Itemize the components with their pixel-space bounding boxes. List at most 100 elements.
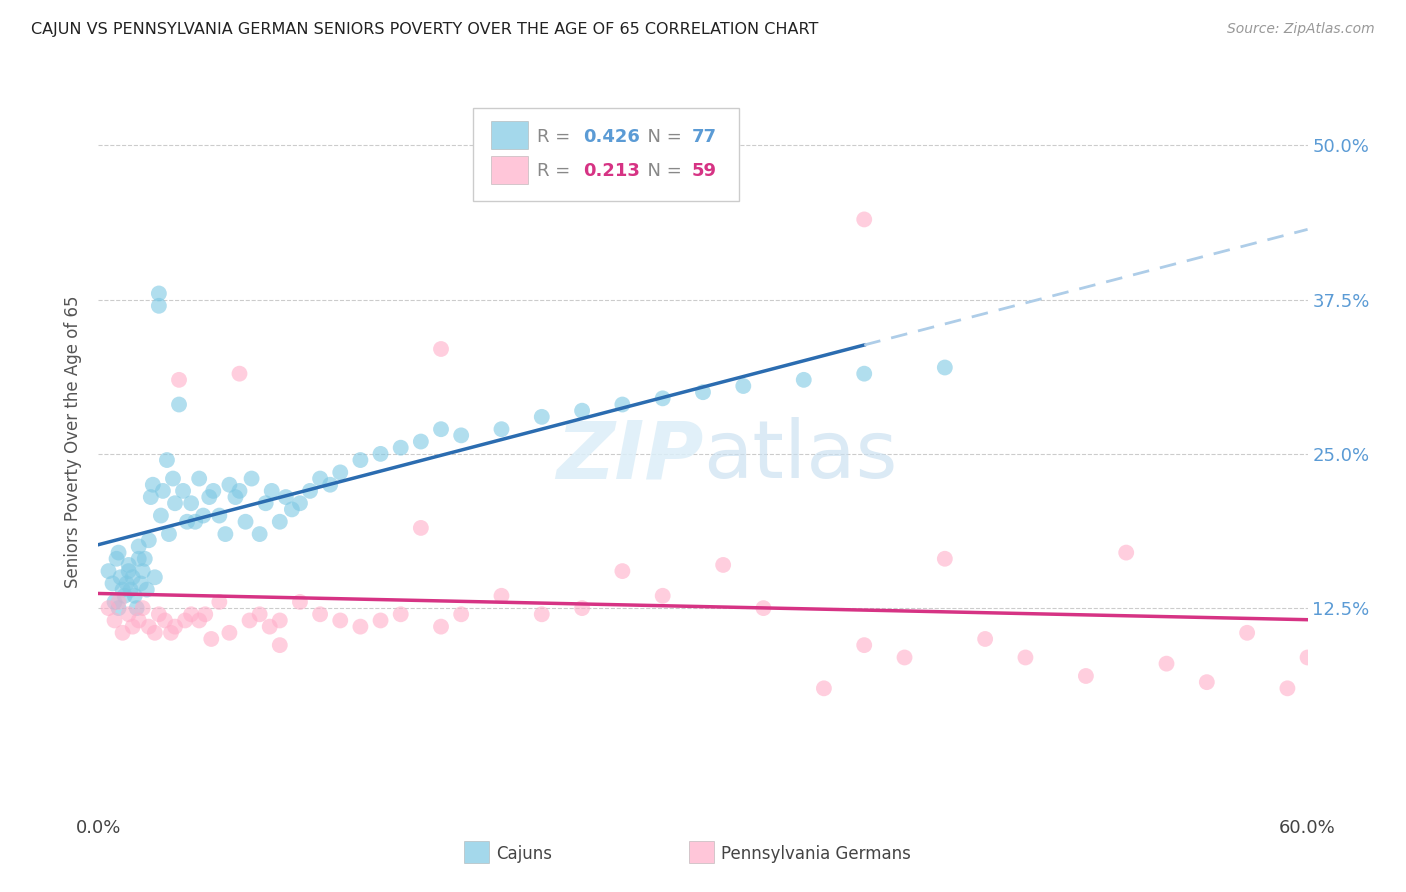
Point [711,558,734,572]
Point [409,434,432,449]
Point [167,373,190,387]
FancyBboxPatch shape [492,156,527,184]
Point [149,508,172,523]
Point [128,614,150,628]
Point [132,564,155,578]
Point [156,453,179,467]
Point [118,607,141,622]
Point [208,508,231,523]
Point [370,614,392,628]
Point [491,422,513,436]
Point [651,589,673,603]
Point [142,477,165,491]
Point [389,607,412,622]
Point [853,212,876,227]
Point [103,614,125,628]
Point [124,589,146,603]
Point [430,619,453,633]
Point [530,409,553,424]
Point [974,632,997,646]
Point [153,614,176,628]
Point [198,490,221,504]
Point [132,601,155,615]
Point [249,527,271,541]
Point [218,477,240,491]
Point [128,540,150,554]
Point [152,483,174,498]
Text: 77: 77 [692,128,717,145]
Point [118,558,141,572]
FancyBboxPatch shape [492,121,527,149]
Text: Cajuns: Cajuns [496,845,553,863]
Point [148,286,170,301]
Text: 0.213: 0.213 [583,162,640,180]
Point [163,496,186,510]
Point [612,564,634,578]
Point [228,483,250,498]
Point [180,496,202,510]
Point [1296,650,1319,665]
Text: CAJUN VS PENNSYLVANIA GERMAN SENIORS POVERTY OVER THE AGE OF 65 CORRELATION CHAR: CAJUN VS PENNSYLVANIA GERMAN SENIORS POV… [31,22,818,37]
Point [349,453,371,467]
Text: Pennsylvania Germans: Pennsylvania Germans [721,845,911,863]
Text: N =: N = [637,162,688,180]
Point [269,638,291,652]
Point [103,595,125,609]
Point [733,379,755,393]
Point [370,447,392,461]
Point [114,589,136,603]
Point [1014,650,1036,665]
Point [329,614,352,628]
Point [430,422,453,436]
Text: ZIP: ZIP [555,417,703,495]
Point [530,607,553,622]
Point [571,403,593,417]
Point [188,471,211,485]
Point [107,595,129,609]
Point [319,477,342,491]
Point [1277,681,1299,696]
Point [813,681,835,696]
Point [107,601,129,615]
Point [281,502,304,516]
Point [180,607,202,622]
Point [329,466,352,480]
Point [1156,657,1178,671]
Point [111,625,134,640]
Point [853,367,876,381]
FancyBboxPatch shape [474,109,740,201]
Point [389,441,412,455]
Point [309,471,332,485]
Point [148,607,170,622]
Text: N =: N = [637,128,688,145]
Point [934,551,956,566]
Point [200,632,222,646]
Point [260,483,283,498]
Point [194,607,217,622]
Point [118,564,141,578]
Point [134,551,156,566]
Point [793,373,815,387]
Point [853,638,876,652]
Point [143,570,166,584]
Point [235,515,257,529]
Point [430,342,453,356]
Point [172,483,194,498]
Point [349,619,371,633]
Point [97,564,120,578]
Text: R =: R = [537,128,576,145]
Point [1195,675,1218,690]
Point [228,367,250,381]
Text: 59: 59 [692,162,717,180]
Point [143,625,166,640]
Point [129,576,152,591]
Point [288,595,311,609]
Point [218,625,240,640]
Point [184,515,207,529]
Point [157,527,180,541]
Point [692,385,714,400]
Point [121,570,143,584]
Point [125,601,148,615]
Point [491,589,513,603]
Point [176,515,198,529]
